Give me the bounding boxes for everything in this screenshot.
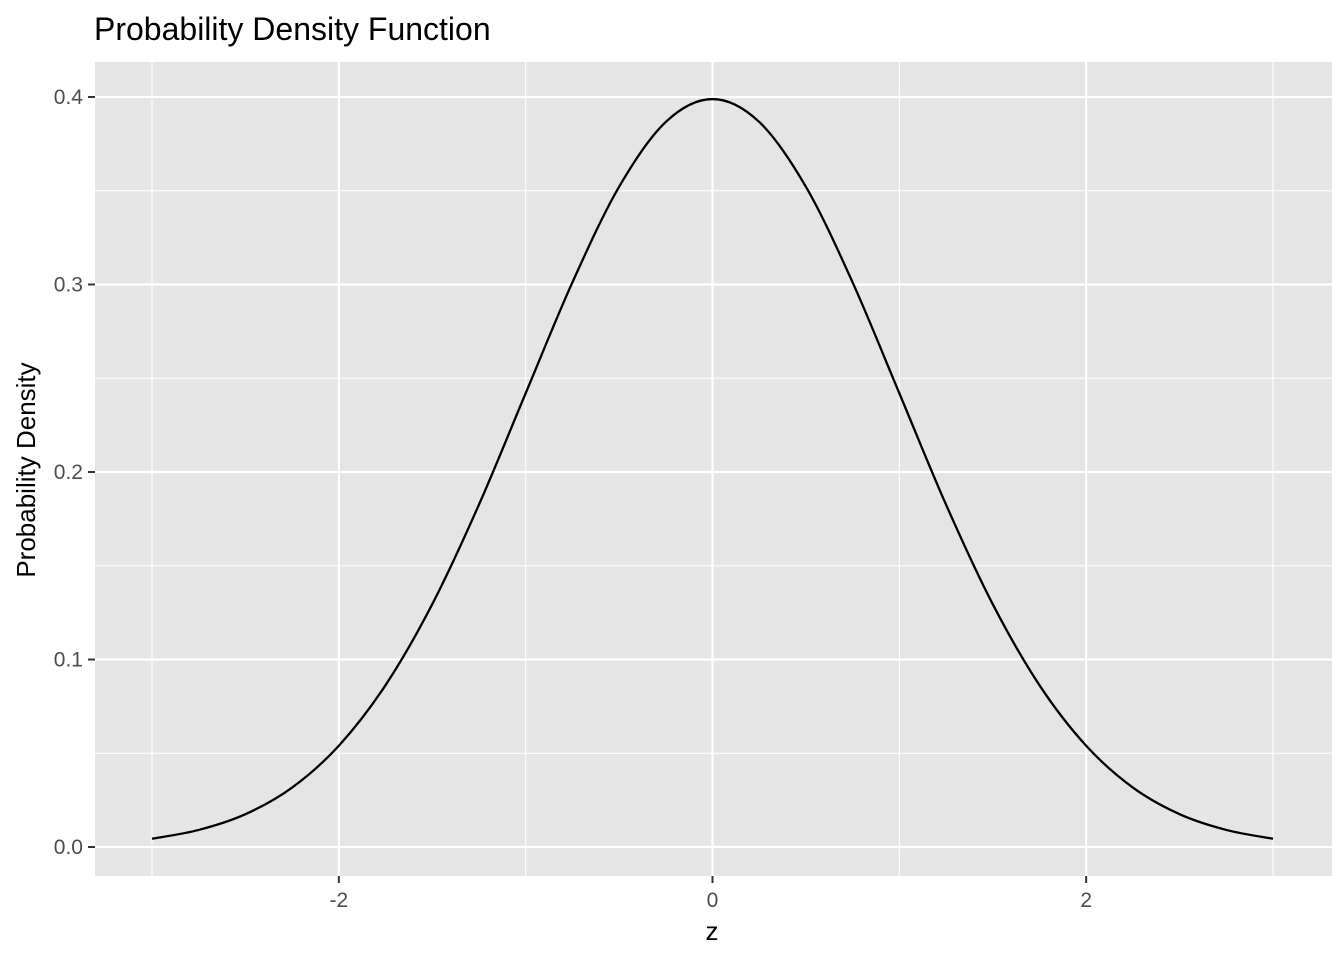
x-axis: -2 0 2 [329, 876, 1092, 912]
y-tick-label: 0.0 [54, 836, 83, 859]
y-tick-label: 0.3 [54, 274, 83, 297]
major-grid [95, 62, 1332, 876]
y-tick-label: 0.2 [54, 461, 83, 484]
x-tick-label: -2 [329, 889, 348, 912]
x-tick-label: 2 [1080, 889, 1092, 912]
y-axis-title: Probability Density [11, 362, 41, 577]
y-axis: 0.0 0.1 0.2 0.3 0.4 [54, 86, 95, 859]
density-curve [151, 97, 1274, 840]
chart-title: Probability Density Function [94, 11, 491, 47]
y-tick-label: 0.4 [54, 86, 84, 109]
x-tick-label: 0 [707, 889, 719, 912]
y-tick-label: 0.1 [54, 649, 83, 672]
series-layer [151, 97, 1274, 840]
x-axis-title: z [706, 916, 719, 946]
